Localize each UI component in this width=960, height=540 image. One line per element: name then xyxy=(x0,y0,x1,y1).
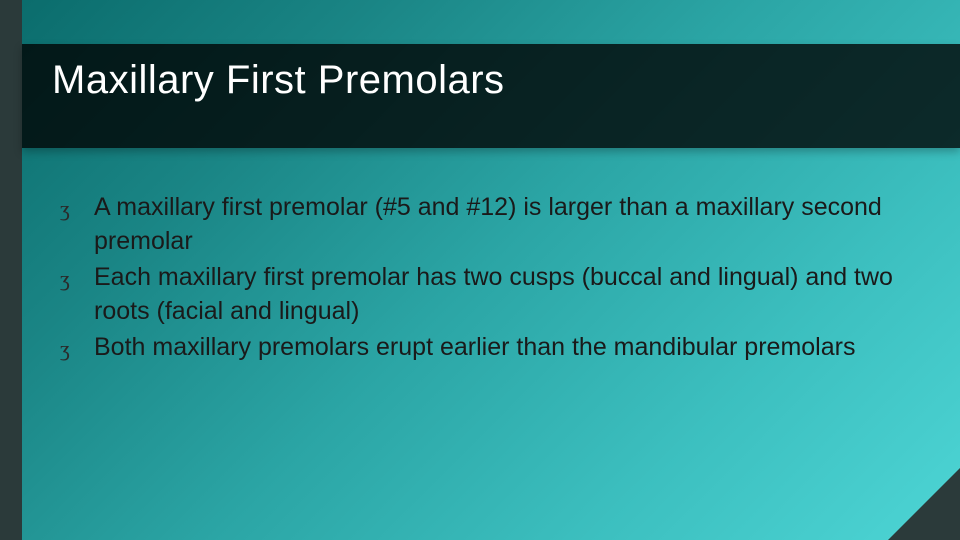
list-item: ʒ Both maxillary premolars erupt earlier… xyxy=(60,330,900,366)
bullet-text: Both maxillary premolars erupt earlier t… xyxy=(94,330,855,364)
slide-title: Maxillary First Premolars xyxy=(52,58,505,103)
corner-triangle-icon xyxy=(888,468,960,540)
list-item: ʒ A maxillary first premolar (#5 and #12… xyxy=(60,190,900,258)
accent-stripe-left xyxy=(0,0,22,540)
bullet-icon: ʒ xyxy=(60,260,94,296)
bullet-icon: ʒ xyxy=(60,190,94,226)
content-area: ʒ A maxillary first premolar (#5 and #12… xyxy=(60,190,900,368)
bullet-text: A maxillary first premolar (#5 and #12) … xyxy=(94,190,900,258)
list-item: ʒ Each maxillary first premolar has two … xyxy=(60,260,900,328)
bullet-text: Each maxillary first premolar has two cu… xyxy=(94,260,900,328)
slide: Maxillary First Premolars ʒ A maxillary … xyxy=(0,0,960,540)
bullet-icon: ʒ xyxy=(60,330,94,366)
